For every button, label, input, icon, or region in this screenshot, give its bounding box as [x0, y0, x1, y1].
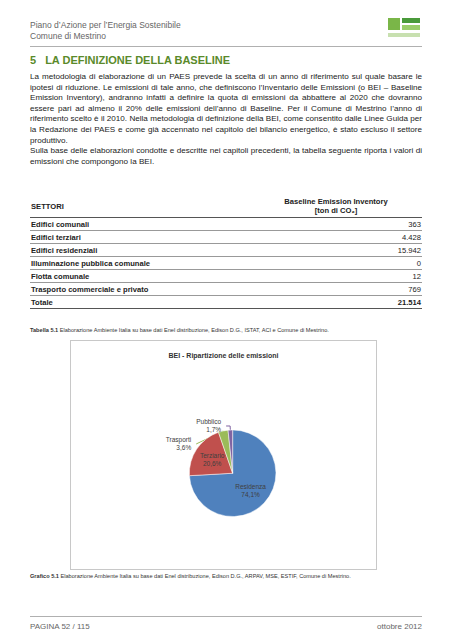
svg-text:74,1%: 74,1% — [241, 491, 260, 498]
svg-text:20,6%: 20,6% — [203, 460, 222, 467]
svg-text:Trasporti: Trasporti — [166, 436, 191, 444]
html-text:Sulla base delle elaborazioni: Sulla base delle elaborazioni condotte e… — [30, 146, 422, 166]
html-text:Grafico 5.1 Elaborazione Ambie: Grafico 5.1 Elaborazione Ambiente Italia… — [30, 573, 351, 579]
html-text:4.428: 4.428 — [402, 232, 421, 242]
svg-text:Terziario: Terziario — [200, 452, 225, 459]
svg-text:3,6%: 3,6% — [176, 444, 191, 451]
html-text:PAGINA 52 / 115: PAGINA 52 / 115 — [30, 622, 90, 631]
html-text:363: 363 — [408, 219, 421, 229]
html-text:0: 0 — [416, 258, 421, 268]
svg-text:Residenza: Residenza — [235, 483, 266, 490]
html-text:Trasporto commerciale e privat: Trasporto commerciale e privato — [31, 284, 149, 294]
html-text:5: 5 — [30, 54, 37, 66]
html-text:Piano d’Azione per l’Energia S: Piano d’Azione per l’Energia Sostenibile — [30, 20, 181, 30]
html-text:15.942: 15.942 — [397, 245, 421, 255]
html-text:ottobre 2012: ottobre 2012 — [377, 622, 422, 631]
html-text:Baseline Emission Inventory [t: Baseline Emission Inventory [ton di CO₂] — [284, 197, 388, 215]
html-text:Flotta comunale: Flotta comunale — [31, 271, 90, 281]
html-text:12: 12 — [412, 271, 421, 281]
html-text:Comune di Mestrino: Comune di Mestrino — [30, 31, 107, 41]
html-text:21.514: 21.514 — [397, 297, 421, 307]
html-text:769: 769 — [408, 284, 421, 294]
html-text:SETTORI: SETTORI — [31, 201, 64, 211]
html-text:Totale: Totale — [31, 297, 53, 307]
svg-text:BEI - Ripartizione delle emiss: BEI - Ripartizione delle emissioni — [168, 352, 278, 360]
html-text:Edifici comunali: Edifici comunali — [31, 219, 90, 229]
svg-text:1,7%: 1,7% — [206, 426, 221, 433]
html-text:LA DEFINIZIONE DELLA BASELINE: LA DEFINIZIONE DELLA BASELINE — [45, 54, 231, 66]
html-text:La metodologia di elaborazione: La metodologia di elaborazione di un PAE… — [30, 72, 422, 145]
html-text:Tabella 5.1 Elaborazione Ambie: Tabella 5.1 Elaborazione Ambiente Italia… — [30, 327, 329, 333]
html-text:Edifici residenziali: Edifici residenziali — [31, 245, 98, 255]
svg-text:Pubblico: Pubblico — [196, 418, 221, 425]
html-text:Illuminazione pubblica comunal: Illuminazione pubblica comunale — [31, 258, 150, 268]
html-text:Edifici terziari: Edifici terziari — [31, 232, 81, 242]
